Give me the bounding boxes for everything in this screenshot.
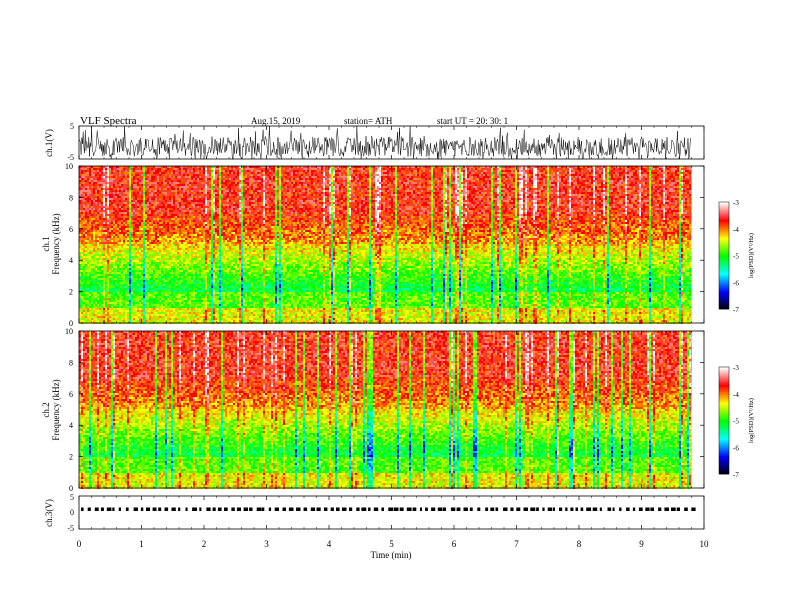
figure-header: VLF Spectra Aug.15, 2019 station= ATH st… [80,115,508,127]
ch1-waveform-panel: 5 -5 ch.1(V) [44,122,704,162]
start-ut-label: start UT = 20: 30: 1 [437,116,508,126]
ch1-waveform-ylabel: ch.1(V) [44,129,54,157]
date-label: Aug.15, 2019 [251,116,301,126]
ch2-spectrogram-ytick-label: 6 [69,390,73,399]
ch1-spectrogram-ylabel-channel: ch.1 [41,236,51,251]
ch3-waveform-ylabel: ch.3(V) [44,499,54,527]
ch2-spectrogram-ytick-label: 8 [69,358,73,367]
time-axis-tick-labels: 0 1 2 3 4 5 6 7 8 9 10 [77,539,709,549]
time-axis-tick-label: 3 [264,539,269,549]
time-axis-tick-label: 5 [389,539,394,549]
ch1-waveform-tick-marks [79,126,704,159]
ch2-spectrogram-ytick-label: 10 [65,327,73,336]
ch1-spectrogram-ytick-label: 2 [69,288,73,297]
ch1-colorbar-label: log(PSD)(V²/Hz) [748,233,755,278]
time-axis-label: Time (min) [371,550,412,560]
time-axis-tick-label: 7 [514,539,519,549]
ch2-colorbar: -3 -4 -5 -6 -7 log(PSD)(V²/Hz) [719,364,755,479]
ch1-ytick-bottom: -5 [67,153,74,162]
ch2-spectrogram-ytick-label: 0 [69,484,73,493]
ch3-waveform-tick-marks [79,496,704,529]
ch2-spectrogram-heatmap [79,331,692,489]
ch1-spectrogram-ytick-label: 6 [69,225,73,234]
ch1-waveform-trace [79,126,691,159]
ch1-spectrogram-ytick-label: 4 [69,256,73,265]
ch3-waveform-trace [81,508,696,512]
time-axis-tick-label: 4 [327,539,332,549]
ch1-spectrogram-ytick-label: 10 [65,162,73,171]
ch1-colorbar: -3 -4 -5 -6 -7 log(PSD)(V²/Hz) [719,199,755,314]
time-axis-tick-label: 2 [202,539,207,549]
time-axis-tick-label: 0 [77,539,82,549]
ch2-colorbar-tick: -5 [733,418,739,426]
ch2-colorbar-label: log(PSD)(V²/Hz) [748,398,755,443]
time-axis-tick-label: 9 [639,539,644,549]
ch1-spectrogram-heatmap [79,166,692,324]
ch1-colorbar-tick: -3 [733,199,739,207]
ch1-colorbar-tick: -4 [733,226,739,234]
ch2-colorbar-tick: -4 [733,391,739,399]
ch2-spectrogram-ylabel-frequency: Frequency (kHz) [51,379,61,440]
ch1-colorbar-tick: -7 [733,306,739,314]
ch2-spectrogram-ytick-label: 2 [69,453,73,462]
ch1-spectrogram-ytick-label: 8 [69,193,73,202]
ch3-ytick-middle: 0 [70,508,74,517]
ch3-ytick-bottom: -5 [67,524,74,533]
ch1-spectrogram-ylabel-frequency: Frequency (kHz) [51,213,61,274]
ch2-colorbar-tick: -7 [733,471,739,479]
time-axis-tick-label: 6 [452,539,457,549]
ch1-ytick-top: 5 [70,122,74,131]
ch3-ytick-top: 5 [70,493,74,502]
ch3-waveform-frame [79,496,704,529]
ch2-spectrogram-panel: 0 2 4 6 8 10 ch.2 Frequency (kHz) -3 -4 -5 -6 -7 l… [41,327,755,493]
station-label: station= ATH [344,116,393,126]
time-axis-tick-label: 10 [700,539,710,549]
ch2-colorbar-tick: -6 [733,444,739,452]
ch1-waveform-frame [79,126,704,159]
ch3-waveform-panel: 5 0 -5 ch.3(V) [44,493,704,533]
ch2-spectrogram-ylabel-channel: ch.2 [41,402,51,417]
figure-title: VLF Spectra [80,115,137,127]
ch1-colorbar-tick: -6 [733,279,739,287]
ch2-colorbar-tick: -3 [733,364,739,372]
ch1-colorbar-tick: -5 [733,253,739,261]
time-axis-tick-label: 8 [577,539,582,549]
time-axis-tick-label: 1 [139,539,144,549]
ch2-spectrogram-ytick-label: 4 [69,421,73,430]
